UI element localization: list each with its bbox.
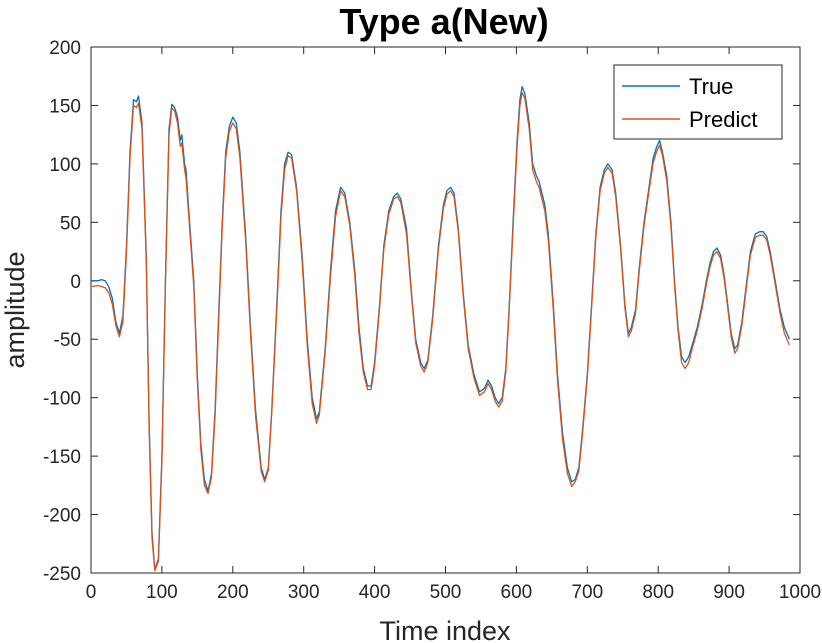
y-tick-label: -200 bbox=[43, 506, 81, 527]
x-tick-label: 1000 bbox=[779, 582, 821, 603]
y-tick-label: 150 bbox=[49, 96, 81, 117]
legend-box bbox=[613, 64, 783, 140]
x-tick-label: 600 bbox=[501, 582, 533, 603]
x-tick-label: 400 bbox=[359, 582, 391, 603]
x-axis-label: Time index bbox=[379, 616, 511, 643]
y-tick-label: -50 bbox=[54, 330, 81, 351]
y-tick-label: 50 bbox=[60, 213, 81, 234]
x-tick-label: 900 bbox=[713, 582, 745, 603]
x-tick-label: 0 bbox=[86, 582, 97, 603]
x-tick-label: 200 bbox=[217, 582, 249, 603]
chart-title: Type a(New) bbox=[339, 1, 548, 42]
x-tick-label: 700 bbox=[571, 582, 603, 603]
y-tick-label: -250 bbox=[43, 564, 81, 585]
x-tick-label: 300 bbox=[288, 582, 320, 603]
y-axis-ticks: 200 150 100 50 0 -50 -100 -150 -200 -250 bbox=[43, 38, 800, 585]
legend-label-predict: Predict bbox=[689, 107, 757, 132]
x-tick-label: 800 bbox=[642, 582, 674, 603]
y-tick-label: -100 bbox=[43, 389, 81, 410]
y-tick-label: -150 bbox=[43, 447, 81, 468]
y-axis-label: amplitude bbox=[0, 251, 30, 368]
legend-label-true: True bbox=[689, 74, 733, 99]
legend: True Predict bbox=[613, 64, 783, 140]
x-axis-ticks: 0 100 200 300 400 500 600 700 800 900 1000 bbox=[86, 47, 821, 603]
y-tick-label: 200 bbox=[49, 38, 81, 59]
series-line-predict bbox=[90, 91, 790, 572]
y-tick-label: 100 bbox=[49, 155, 81, 176]
series-group bbox=[90, 86, 790, 572]
x-tick-label: 100 bbox=[146, 582, 178, 603]
y-tick-label: 0 bbox=[70, 272, 81, 293]
x-tick-label: 500 bbox=[430, 582, 462, 603]
